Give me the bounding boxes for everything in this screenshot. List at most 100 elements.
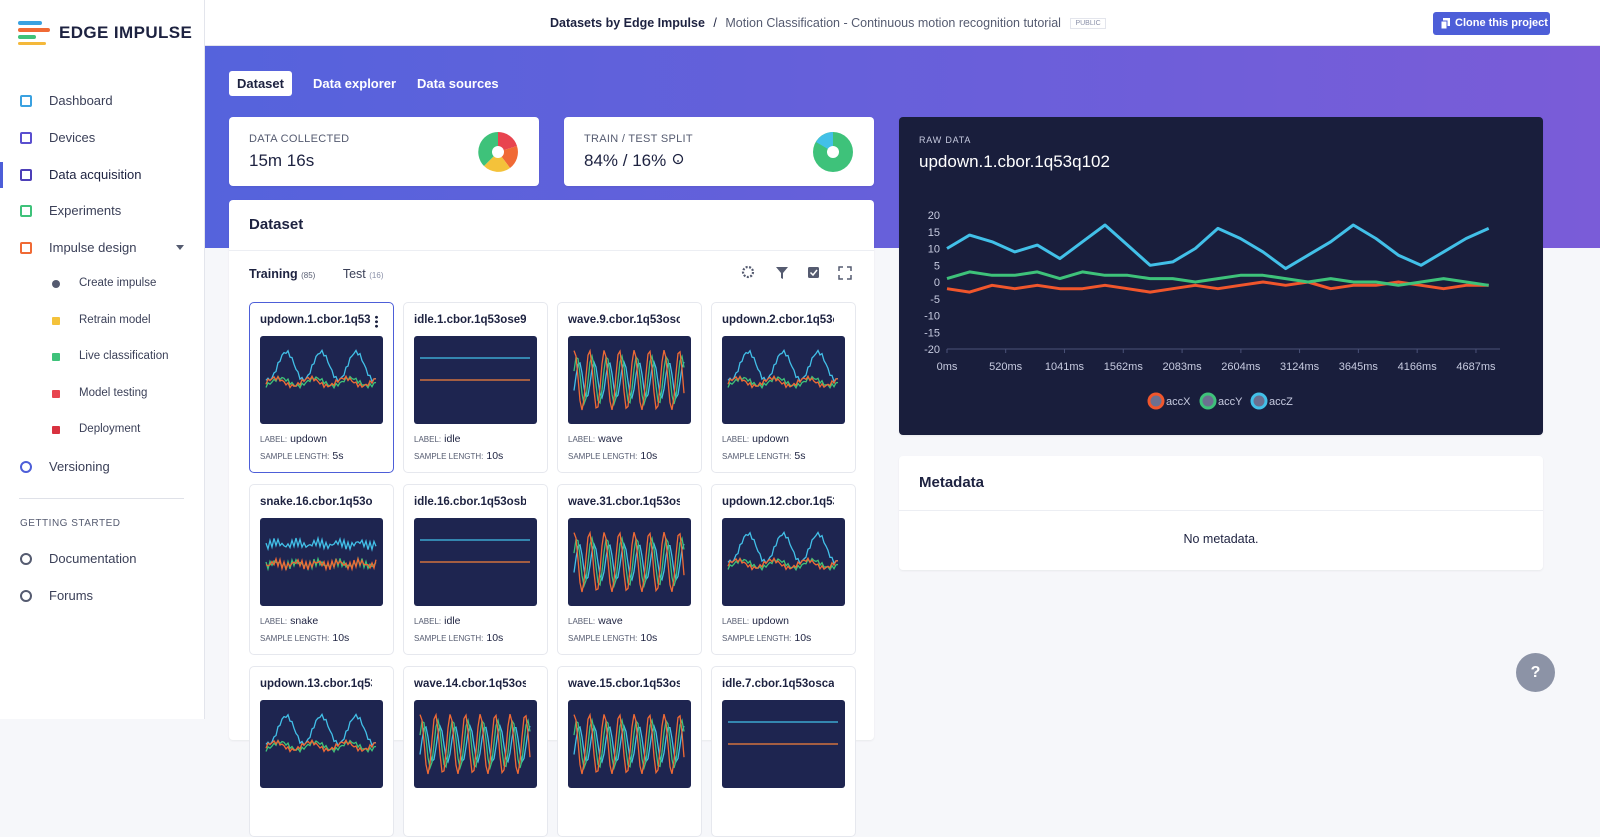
raw-data-panel: RAW DATA updown.1.cbor.1q53q102 -20 -15 -1… <box>899 117 1543 435</box>
legend-item[interactable]: accX <box>1147 392 1191 410</box>
sample-card[interactable]: snake.16.cbor.1q53os... LABEL:snake SAMPLE… <box>249 484 394 655</box>
sample-card[interactable]: updown.2.cbor.1q53o... LABEL:updown SAMPLE… <box>711 302 856 473</box>
sample-card[interactable]: idle.16.cbor.1q53osba LABEL: idle SAMPLE LE… <box>403 484 548 655</box>
thumbnail-trace <box>727 375 839 390</box>
filter-icon[interactable] <box>776 267 788 279</box>
label-caption: LABEL: <box>260 435 288 444</box>
sub-item[interactable]: Retrain model <box>79 313 151 326</box>
x-tick-label: 1041ms <box>1045 361 1085 373</box>
tab[interactable]: Data explorer <box>313 76 397 91</box>
legend-item[interactable]: accZ <box>1250 392 1293 410</box>
select-icon[interactable] <box>808 267 819 278</box>
x-tick-label: 0ms <box>937 361 958 373</box>
sample-card[interactable]: idle.7.cbor.1q53osca <box>711 666 856 837</box>
length-value: 5s <box>794 450 806 462</box>
sample-name: wave.15.cbor.1q53oscl <box>568 678 680 690</box>
sample-card[interactable]: wave.15.cbor.1q53oscl <box>557 666 702 837</box>
clone-button[interactable]: Clone this project <box>1433 12 1550 35</box>
sub-item[interactable]: Create impulse <box>79 277 157 289</box>
sample-name: updown.1.cbor.1q53 <box>260 314 371 326</box>
nav-item[interactable]: Documentation <box>49 551 137 566</box>
label-value: updown <box>752 433 789 445</box>
thumbnail-trace <box>265 556 377 572</box>
nav-item[interactable]: Dashboard <box>49 93 113 108</box>
nav-item[interactable]: Impulse design <box>49 240 137 255</box>
x-tick-label: 2083ms <box>1163 361 1203 373</box>
sample-thumbnail <box>414 518 537 606</box>
nav-item[interactable]: Forums <box>49 587 94 603</box>
thumbnail-trace <box>265 375 377 390</box>
stat-value: 15m 16s <box>249 151 315 170</box>
label-value: idle <box>444 615 461 627</box>
label-caption: LABEL: <box>260 617 288 626</box>
sample-label: LABEL: idle <box>414 433 461 445</box>
caret[interactable] <box>176 245 186 251</box>
kebab-menu[interactable] <box>375 315 378 328</box>
stat-label: TRAIN / TEST SPLIT <box>584 133 693 145</box>
sample-card[interactable]: updown.13.cbor.1q53... <box>249 666 394 837</box>
tab-test[interactable]: Test <box>342 267 366 281</box>
pie-icon <box>813 132 853 172</box>
length-value: 10s <box>486 450 504 462</box>
sub-icon <box>52 389 60 398</box>
breadcrumb: Datasets by Edge Impulse / Motion Classi… <box>550 16 1106 30</box>
sub-icon <box>52 353 60 361</box>
sub-item[interactable]: Deployment <box>79 423 141 435</box>
x-tick-label: 3124ms <box>1280 361 1320 373</box>
sample-card[interactable]: wave.9.cbor.1q53osc8 LABEL: wave SAMPLE LEN… <box>557 302 702 473</box>
sample-card[interactable]: updown.1.cbor.1q53 LABEL: updown SAMPLE LEN… <box>249 302 394 473</box>
sample-length: SAMPLE LENGTH: 10s <box>414 632 503 644</box>
owner[interactable]: Datasets by Edge Impulse <box>550 16 705 30</box>
y-tick-label: -20 <box>924 344 940 356</box>
sample-thumbnail <box>414 700 537 788</box>
length-value: 5s <box>332 450 344 462</box>
nav-item[interactable]: Devices <box>49 130 96 145</box>
nav-item[interactable]: Experiments <box>49 203 122 218</box>
thumbnail-trace <box>573 530 685 593</box>
sample-card[interactable]: wave.31.cbor.1q53oscr LABEL:wave SAMPLE LE… <box>557 484 702 655</box>
series-line <box>946 270 1489 287</box>
label-caption: LABEL: <box>414 617 442 626</box>
sample-thumbnail <box>568 700 691 788</box>
settings-icon[interactable] <box>741 265 755 279</box>
thumbnail-trace <box>727 556 838 571</box>
length-caption: SAMPLE LENGTH: <box>414 634 484 643</box>
nav-item[interactable]: Versioning <box>49 459 110 474</box>
legend-item[interactable]: accY <box>1199 392 1243 410</box>
sub-item[interactable]: Live classification <box>79 350 169 362</box>
panel-title: Dataset <box>249 216 304 233</box>
info-icon[interactable] <box>672 153 684 165</box>
dataset-tabs: Training (85) Test (16) <box>249 267 383 281</box>
expand-icon[interactable] <box>838 266 852 280</box>
label-value: wave <box>598 615 623 627</box>
sample-label: LABEL: wave <box>568 615 623 627</box>
label-value: snake <box>290 615 319 627</box>
legend-marker <box>1199 392 1217 410</box>
length-value: 10s <box>486 632 504 644</box>
x-tick-label: 4166ms <box>1398 361 1438 373</box>
thumbnail-trace <box>265 374 376 389</box>
label-caption: LABEL: <box>568 617 596 626</box>
sub-item[interactable]: Model testing <box>79 386 148 399</box>
sample-length: SAMPLE LENGTH: 5s <box>260 450 343 462</box>
sample-label: LABEL: updown <box>260 433 327 445</box>
sample-card[interactable]: wave.14.cbor.1q53osb2 <box>403 666 548 837</box>
legend-label: accY <box>1218 396 1243 408</box>
x-tick-label: 3645ms <box>1339 361 1379 373</box>
tab[interactable]: Data sources <box>417 76 499 91</box>
tab-training[interactable]: Training <box>249 267 298 281</box>
brand: EDGE IMPULSE <box>59 23 193 42</box>
thumbnail-trace <box>265 712 377 747</box>
nav-icon <box>20 205 32 217</box>
nav-item[interactable]: Data acquisition <box>49 167 142 182</box>
y-tick-label: -15 <box>924 327 940 339</box>
divider <box>229 250 874 251</box>
sample-card[interactable]: idle.1.cbor.1q53ose9 LABEL: idle SAMPLE LEN… <box>403 302 548 473</box>
tab[interactable]: Dataset <box>229 71 292 96</box>
sample-label: LABEL: idle <box>414 615 461 627</box>
x-tick-label: 4687ms <box>1456 361 1496 373</box>
help-button[interactable]: ? <box>1516 653 1555 692</box>
sample-card[interactable]: updown.12.cbor.1q53... LABEL:updown SAMPLE… <box>711 484 856 655</box>
card-title: Metadata <box>919 474 985 491</box>
